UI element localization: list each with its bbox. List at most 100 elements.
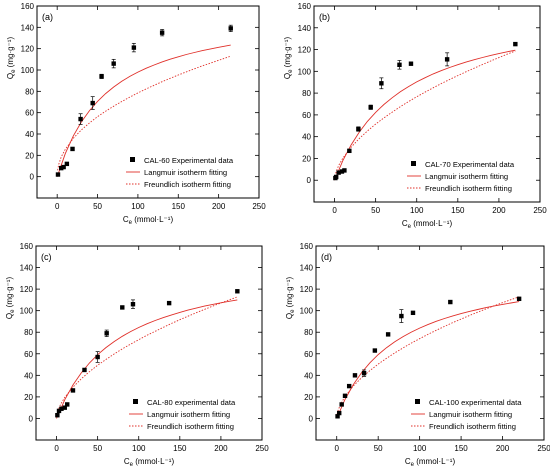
y-tick-label: 160 — [298, 2, 312, 11]
data-point — [356, 126, 361, 132]
data-point — [99, 74, 104, 79]
data-point — [104, 331, 109, 336]
y-tick-label: 160 — [21, 2, 35, 11]
data-point — [516, 296, 522, 302]
data-point — [70, 388, 76, 393]
y-tick-label: 60 — [302, 111, 311, 120]
legend-label: CAL-60 Experimental data — [144, 156, 234, 165]
plot-frame — [315, 245, 545, 441]
y-tick-label: 100 — [20, 307, 34, 316]
legend-marker — [130, 157, 135, 162]
x-tick-label: 150 — [451, 206, 465, 215]
freundlich-fit-line — [334, 50, 516, 177]
langmuir-fit-line — [336, 301, 520, 419]
y-tick-label: 0 — [307, 176, 312, 185]
x-tick-label: 100 — [131, 202, 145, 211]
legend-label: Freundlich isotherm fitting — [144, 180, 231, 189]
chart-panel-2: 0 50 100 150 200 250 0 20 40 60 80 100 120 140 160 Ce (… — [283, 2, 547, 230]
y-tick-label: 80 — [304, 328, 313, 337]
x-tick-label: 100 — [413, 444, 427, 453]
x-tick-label: 0 — [335, 444, 340, 453]
y-tick-label: 80 — [302, 89, 311, 98]
y-tick-label: 60 — [25, 109, 34, 118]
y-tick-label: 40 — [25, 130, 34, 139]
y-tick-label: 100 — [298, 67, 312, 76]
data-point — [339, 402, 344, 407]
x-axis-title: Ce (mmol·L⁻¹) — [124, 457, 175, 467]
data-point — [337, 410, 342, 416]
data-point — [111, 61, 116, 66]
legend-box — [128, 394, 258, 434]
data-point — [131, 45, 137, 50]
data-point — [335, 414, 340, 419]
data-point — [361, 370, 367, 376]
y-tick-label: 20 — [302, 154, 311, 163]
legend-marker — [415, 399, 420, 404]
chart-panel-4: 0 50 100 150 200 250 0 20 40 60 80 100 120 140 160 Ce (… — [285, 242, 550, 467]
data-point — [82, 367, 87, 373]
x-tick-label: 100 — [410, 206, 424, 215]
legend-label: CAL-70 Experimental data — [425, 160, 515, 169]
data-point — [166, 300, 172, 306]
y-tick-label: 0 — [29, 414, 34, 423]
chart-panel-1: 0 50 100 150 200 250 0 20 40 60 80 100 120 140 160 Ce (… — [6, 2, 266, 226]
legend-box — [410, 394, 540, 434]
y-tick-label: 120 — [300, 285, 314, 294]
data-point — [408, 61, 414, 66]
y-tick-label: 160 — [300, 242, 314, 251]
data-point — [385, 332, 391, 337]
data-point — [55, 413, 60, 418]
y-tick-label: 140 — [20, 264, 34, 273]
curves — [56, 44, 231, 177]
legend-label: CAL-80 experimental data — [147, 398, 236, 407]
y-tick-label: 20 — [304, 393, 313, 402]
legend: CAL-80 experimental data Langmuir isother… — [128, 394, 258, 434]
x-tick-label: 150 — [454, 444, 468, 453]
y-tick-label: 120 — [20, 285, 34, 294]
x-tick-label: 150 — [172, 202, 186, 211]
curves — [56, 296, 238, 419]
data-point — [513, 41, 518, 47]
y-axis-title: Qe (mg·g⁻¹) — [283, 37, 294, 80]
legend-label: Freundlich isotherm fitting — [147, 422, 234, 431]
y-tick-label: 160 — [20, 242, 34, 251]
y-axis-title: Qe (mg·g⁻¹) — [6, 37, 17, 80]
y-tick-label: 120 — [298, 46, 312, 55]
data-point — [342, 168, 347, 173]
data-point — [339, 169, 345, 174]
data-point — [90, 100, 95, 106]
data-point — [59, 165, 64, 171]
y-tick-label: 120 — [21, 45, 35, 54]
y-tick-label: 60 — [24, 350, 33, 359]
x-tick-label: 250 — [537, 444, 550, 453]
data-point — [120, 305, 125, 310]
freundlich-fit-line — [57, 55, 231, 171]
y-tick-label: 20 — [25, 151, 34, 160]
data-point — [368, 105, 373, 110]
data-point — [352, 373, 358, 378]
data-point — [235, 289, 240, 294]
data-point — [336, 170, 341, 175]
y-tick-label: 80 — [25, 87, 34, 96]
panel-label: (c) — [41, 252, 52, 262]
y-tick-label: 40 — [24, 371, 33, 380]
data-point — [333, 174, 339, 180]
plot-frame — [36, 5, 260, 199]
x-tick-label: 0 — [55, 202, 60, 211]
x-tick-label: 250 — [533, 206, 547, 215]
x-tick-label: 100 — [132, 444, 146, 453]
curves — [336, 296, 520, 419]
x-tick-label: 200 — [214, 444, 228, 453]
data-point — [59, 406, 64, 411]
freundlich-fit-line — [56, 296, 238, 415]
data-point — [130, 302, 136, 307]
x-axis-title: Ce (mmol·L⁻¹) — [123, 215, 174, 226]
x-tick-label: 50 — [371, 206, 380, 215]
x-tick-label: 200 — [492, 206, 506, 215]
data-point — [70, 146, 75, 152]
data-point — [64, 161, 70, 167]
legend-box — [406, 156, 536, 196]
y-tick-label: 140 — [21, 23, 35, 32]
x-axis-title: Ce (mmol·L⁻¹) — [405, 457, 456, 467]
data-point — [55, 172, 61, 177]
